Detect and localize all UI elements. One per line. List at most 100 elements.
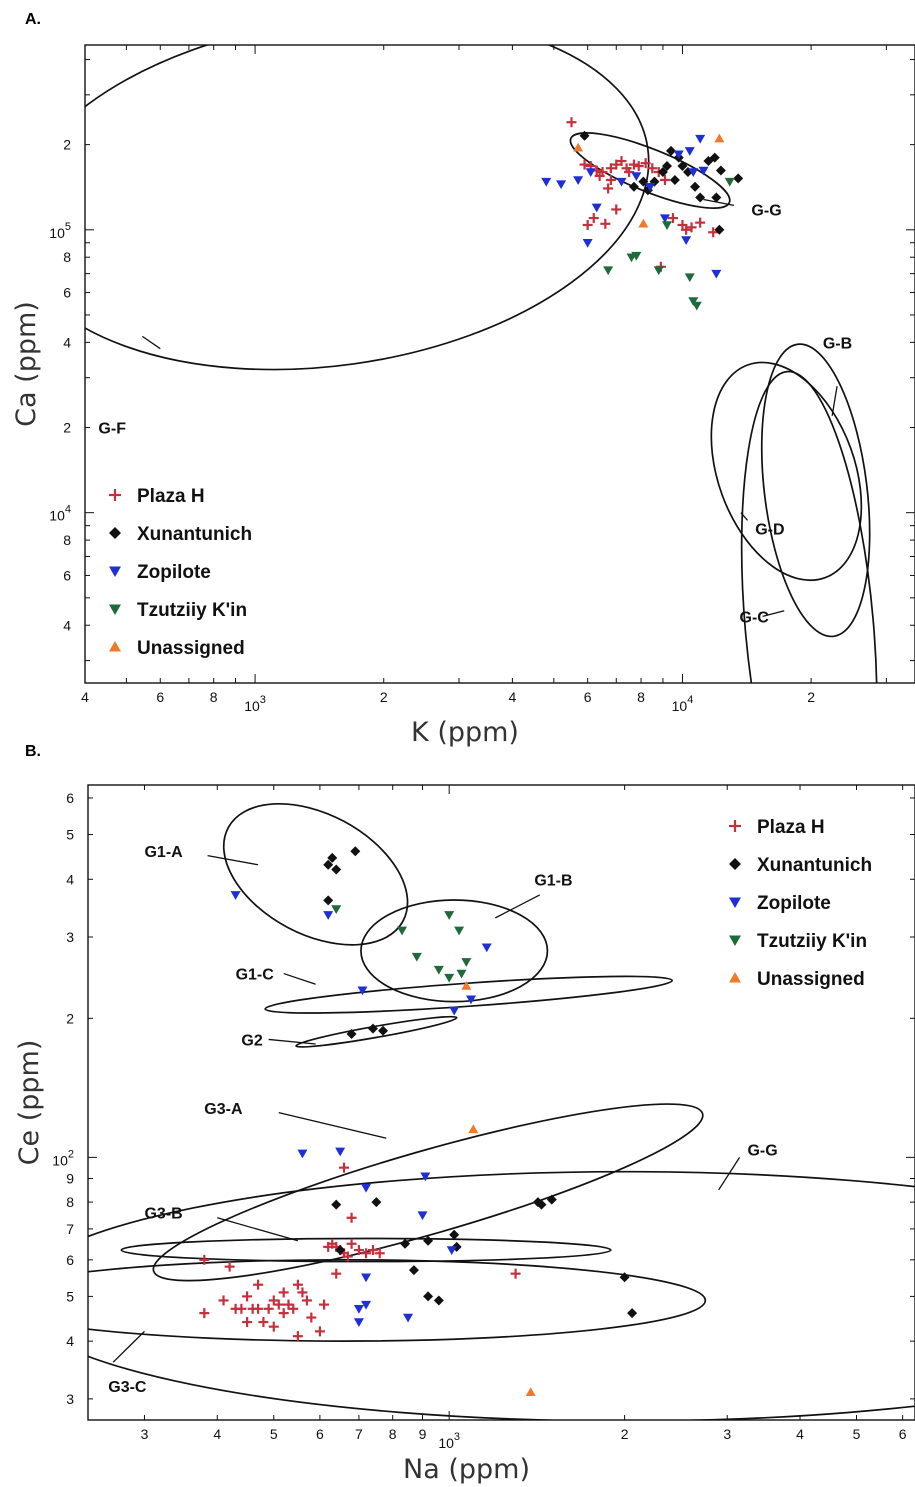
point-plaza-h — [611, 204, 622, 215]
point-tzutziiy-k-in — [661, 221, 672, 230]
plot-frame — [84, 44, 915, 684]
point-plaza-h — [242, 1291, 253, 1302]
point-plaza-h — [253, 1279, 264, 1290]
x-tick-label: 103 — [244, 694, 266, 714]
point-plaza-h — [292, 1279, 303, 1290]
legend-label-unassigned: Unassigned — [137, 638, 245, 659]
point-plaza-h — [346, 1238, 357, 1249]
chart-panel-b: B. 3 4 5 6 7 8 9 103 2 3 4 5 6 3 4 5 6 7 8 9 102 2 3 4 5 6 Na (ppm)… — [14, 743, 915, 1485]
legend-marker-tzutziiy-k-in — [109, 604, 121, 615]
point-plaza-h — [327, 1238, 338, 1249]
point-xunantunich — [690, 181, 701, 192]
point-plaza-h — [199, 1254, 210, 1265]
point-xunantunich — [378, 1025, 389, 1036]
point-plaza-h — [611, 159, 622, 170]
x-tick-label: 104 — [672, 694, 694, 714]
legend-label-xunantunich: Xunantunich — [137, 524, 252, 545]
point-xunantunich — [350, 846, 361, 857]
point-xunantunich — [628, 181, 639, 192]
point-xunantunich — [711, 192, 722, 203]
point-plaza-h — [339, 1162, 350, 1173]
point-plaza-h — [681, 224, 692, 235]
point-xunantunich — [677, 161, 688, 172]
x-tick-label: 3 — [141, 1426, 149, 1442]
legend-marker-plaza-h — [729, 820, 741, 832]
point-plaza-h — [297, 1287, 308, 1298]
legend-marker-unassigned — [729, 972, 741, 983]
x-tick-label: 2 — [380, 689, 388, 705]
panel-label: A. — [25, 11, 41, 28]
point-plaza-h — [306, 1312, 317, 1323]
ellipse-label: G1-B — [534, 872, 572, 889]
point-plaza-h — [708, 227, 719, 238]
point-plaza-h — [314, 1326, 325, 1337]
ellipse-label: G-D — [755, 521, 784, 538]
point-xunantunich — [331, 864, 342, 875]
point-zopilote — [582, 238, 593, 248]
point-xunantunich — [400, 1238, 411, 1249]
point-zopilote — [695, 134, 706, 144]
point-tzutziiy-k-in — [631, 251, 642, 261]
point-tzutziiy-k-in — [653, 266, 664, 276]
point-plaza-h — [218, 1295, 229, 1306]
point-plaza-h — [278, 1287, 289, 1298]
point-zopilote — [297, 1149, 308, 1159]
legend-label-zopilote: Zopilote — [137, 562, 211, 583]
point-plaza-h — [616, 156, 627, 167]
point-plaza-h — [628, 159, 639, 170]
ellipse-label: G-G — [751, 202, 781, 219]
point-xunantunich — [733, 173, 744, 184]
point-zopilote — [361, 1273, 372, 1283]
point-xunantunich — [335, 1245, 346, 1256]
point-xunantunich — [408, 1265, 419, 1276]
point-xunantunich — [665, 145, 676, 156]
point-xunantunich — [323, 859, 334, 870]
point-unassigned — [573, 142, 584, 152]
point-xunantunich — [367, 1023, 378, 1034]
point-unassigned — [714, 133, 725, 143]
point-xunantunich — [579, 130, 590, 141]
point-tzutziiy-k-in — [461, 958, 472, 967]
leader-line — [762, 610, 785, 618]
x-tick-label: 7 — [355, 1426, 363, 1442]
y-tick-label: 2 — [63, 420, 71, 436]
ellipse-g-g — [88, 1170, 915, 1420]
point-zopilote — [698, 166, 709, 176]
y-tick-label: 8 — [66, 1194, 74, 1210]
point-plaza-h — [342, 1251, 353, 1262]
point-plaza-h — [603, 183, 614, 194]
point-plaza-h — [331, 1268, 342, 1279]
point-zopilote — [645, 182, 656, 192]
leader-line — [268, 1038, 316, 1045]
point-zopilote — [711, 269, 722, 279]
legend-label-tzutziiy-k-in: Tzutziiy K'in — [137, 600, 247, 621]
point-xunantunich — [423, 1235, 434, 1246]
legend-label-tzutziiy-k-in: Tzutziiy K'in — [757, 931, 867, 952]
ellipse-label: G-G — [747, 1142, 777, 1159]
point-tzutziiy-k-in — [444, 973, 455, 983]
point-tzutziiy-k-in — [397, 926, 408, 936]
x-tick-label: 6 — [316, 1426, 324, 1442]
y-axis-title: Ce (ppm) — [14, 1040, 45, 1166]
y-tick-label: 8 — [63, 532, 71, 548]
x-tick-label: 2 — [807, 689, 815, 705]
ellipse-group — [85, 45, 878, 683]
x-tick-label: 8 — [210, 689, 218, 705]
point-xunantunich — [449, 1229, 460, 1240]
point-tzutziiy-k-in — [691, 301, 702, 311]
x-tick-label: 9 — [419, 1426, 427, 1442]
point-xunantunich — [695, 192, 706, 203]
ellipse-g1-b — [360, 899, 549, 1003]
y-tick-label: 6 — [63, 567, 71, 583]
y-tick-label: 6 — [63, 285, 71, 301]
point-xunantunich — [661, 161, 672, 172]
ellipse-label: G-C — [740, 609, 770, 626]
point-plaza-h — [510, 1268, 521, 1279]
point-plaza-h — [647, 163, 658, 174]
point-plaza-h — [224, 1261, 235, 1272]
point-zopilote — [688, 168, 699, 178]
data-points — [541, 117, 744, 311]
y-tick-label: 9 — [66, 1170, 74, 1186]
point-tzutziiy-k-in — [331, 905, 342, 914]
